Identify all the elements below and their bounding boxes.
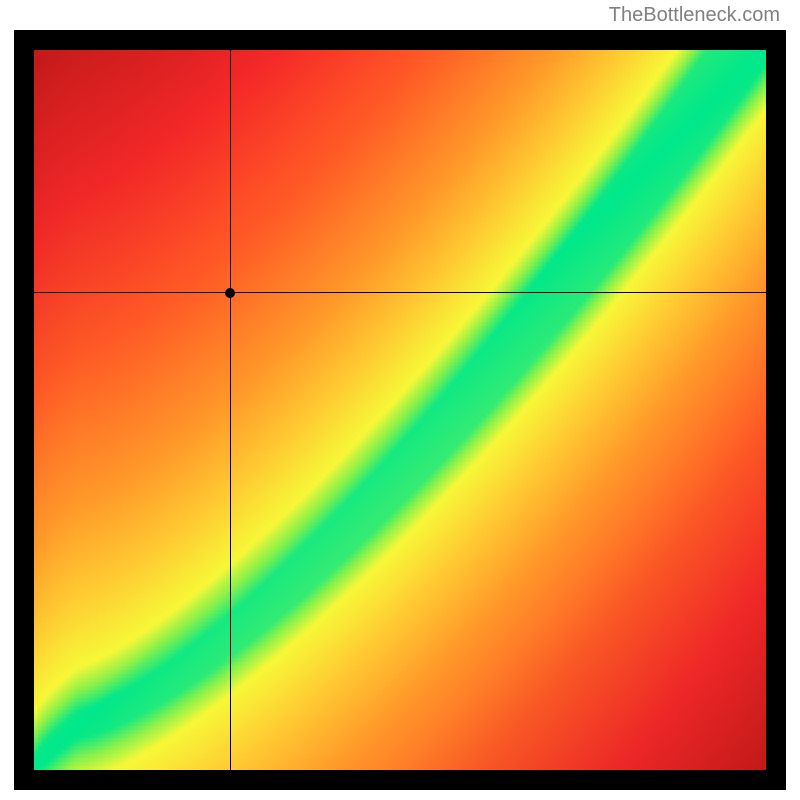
frame-right [766,30,786,790]
heatmap-plot [34,50,766,770]
frame-top [14,30,786,50]
frame-bottom [14,770,786,790]
crosshair-horizontal [34,292,766,293]
chart-container: TheBottleneck.com [0,0,800,800]
frame-left [14,30,34,790]
crosshair-vertical [230,50,231,770]
heatmap-canvas [34,50,766,770]
watermark-text: TheBottleneck.com [609,4,780,27]
marker-dot [225,288,235,298]
